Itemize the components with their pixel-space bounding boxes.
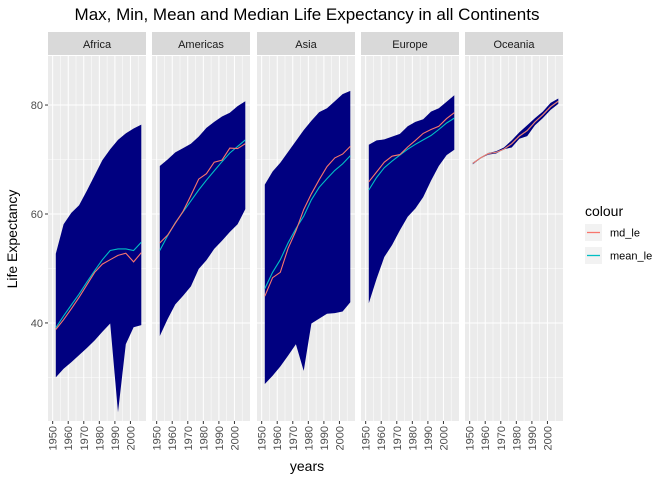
x-tick-label: 1990: [214, 426, 226, 450]
series-line-md-le: [159, 143, 246, 244]
facet-strip-label: Oceania: [494, 39, 536, 51]
x-tick-label: 1980: [407, 426, 419, 450]
x-tick-label: 1990: [527, 426, 539, 450]
x-tick-label: 1980: [94, 426, 106, 450]
x-tick-label: 1960: [63, 426, 75, 450]
x-tick-label: 1980: [303, 426, 315, 450]
x-tick-label: 1980: [198, 426, 210, 450]
panel-background: [465, 56, 563, 421]
x-tick-label: 1950: [361, 426, 373, 450]
x-tick-label: 2000: [334, 426, 346, 450]
facet-panel-europe: Europe 1950 1960 1970 1980 1990 2000: [361, 32, 459, 450]
facet-strip: [48, 32, 146, 55]
x-tick-label: 1970: [79, 426, 91, 450]
x-tick-label: 2000: [438, 426, 450, 450]
x-tick-label: 1970: [183, 426, 195, 450]
y-tick-label: 80: [31, 100, 43, 112]
x-tick-label: 1950: [465, 426, 477, 450]
x-tick-label: 2000: [229, 426, 241, 450]
chart-title: Max, Min, Mean and Median Life Expectanc…: [75, 5, 540, 24]
facet-strip: [257, 32, 355, 55]
facet-panel-africa: Africa 1950 1960 1970 1980 1990 2000 40 60 80: [31, 32, 146, 450]
facet-panel-americas: Americas 1950 1960 1970 1980 1990 2000: [152, 32, 250, 450]
x-tick-label: 1950: [152, 426, 164, 450]
series-line-mean-le: [264, 155, 351, 289]
facet-strip: [465, 32, 563, 55]
series-line-md-le: [264, 146, 351, 297]
x-tick-label: 1970: [496, 426, 508, 450]
facet-strip-label: Africa: [83, 39, 112, 51]
facet-panel-oceania: Oceania 1950 1960 1970 1980 1990 2000: [465, 32, 563, 450]
y-axis-title: Life Expectancy: [4, 190, 20, 289]
legend-label-mean-le: mean_le: [610, 251, 652, 263]
facet-strip-label: Europe: [392, 39, 427, 51]
y-tick-label: 60: [31, 209, 43, 221]
legend: colour md_le mean_le: [585, 203, 652, 264]
series-line-mean-le: [55, 241, 142, 329]
facet-panel-asia: Asia 1950 1960 1970 1980 1990 2000: [257, 32, 355, 450]
y-tick-label: 40: [31, 318, 43, 330]
facet-strip-label: Asia: [295, 39, 317, 51]
x-tick-label: 1960: [376, 426, 388, 450]
legend-label-md-le: md_le: [610, 228, 640, 240]
x-tick-label: 1950: [257, 426, 269, 450]
range-ribbon: [368, 95, 455, 304]
x-axis-title: years: [290, 458, 324, 474]
facet-strip: [152, 32, 250, 55]
x-tick-label: 2000: [125, 426, 137, 450]
x-tick-label: 1960: [480, 426, 492, 450]
x-tick-label: 1990: [110, 426, 122, 450]
x-tick-label: 1980: [511, 426, 523, 450]
x-tick-label: 1950: [48, 426, 60, 450]
x-tick-label: 2000: [542, 426, 554, 450]
facet-strip: [361, 32, 459, 55]
series-line-md-le: [55, 252, 142, 330]
facet-strip-label: Americas: [178, 39, 224, 51]
series-line-mean-le: [368, 117, 455, 191]
x-tick-label: 1970: [288, 426, 300, 450]
x-tick-label: 1960: [167, 426, 179, 450]
x-tick-label: 1960: [272, 426, 284, 450]
x-tick-label: 1990: [423, 426, 435, 450]
x-tick-label: 1990: [319, 426, 331, 450]
series-line-md-le: [472, 100, 559, 164]
legend-title: colour: [585, 203, 623, 219]
series-line-md-le: [368, 112, 455, 183]
x-tick-label: 1970: [392, 426, 404, 450]
